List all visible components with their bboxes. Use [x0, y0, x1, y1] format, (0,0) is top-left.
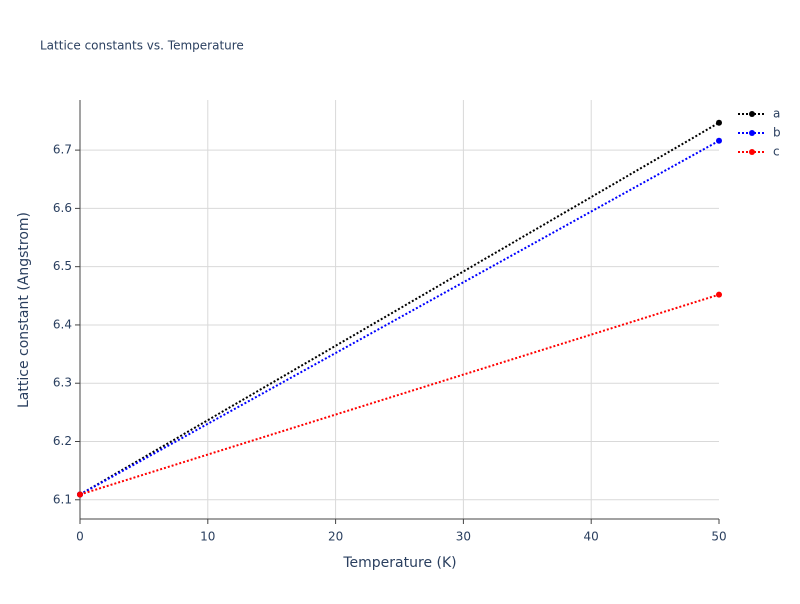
- series-line: [79, 293, 720, 496]
- y-tick-label: 6.5: [53, 259, 72, 273]
- series-line: [79, 139, 720, 496]
- y-tick-label: 6.4: [53, 317, 72, 331]
- legend-marker: [749, 111, 755, 117]
- x-tick-label: 30: [456, 530, 471, 544]
- y-axis-title: Lattice constant (Angstrom): [16, 212, 32, 408]
- point: [77, 491, 83, 498]
- y-tick-label: 6.3: [53, 376, 72, 390]
- legend-label: a: [773, 107, 780, 121]
- y-tick-label: 6.6: [53, 201, 72, 215]
- x-tick-label: 10: [200, 530, 215, 544]
- x-tick-label: 40: [584, 530, 599, 544]
- x-tick-label: 50: [711, 530, 726, 544]
- point: [716, 291, 722, 298]
- x-tick-label: 0: [76, 530, 84, 544]
- legend-marker: [749, 149, 755, 155]
- x-tick-label: 20: [328, 530, 343, 544]
- legend-label: b: [773, 126, 781, 140]
- x-axis-title: Temperature (K): [342, 555, 456, 571]
- legend-marker: [749, 130, 755, 136]
- point: [716, 137, 722, 144]
- series-line: [79, 121, 720, 496]
- y-tick-label: 6.7: [53, 143, 72, 157]
- legend-label: c: [773, 145, 780, 159]
- chart-title: Lattice constants vs. Temperature: [40, 39, 244, 53]
- point: [716, 119, 722, 126]
- y-tick-label: 6.2: [53, 434, 72, 448]
- y-tick-label: 6.1: [53, 492, 72, 506]
